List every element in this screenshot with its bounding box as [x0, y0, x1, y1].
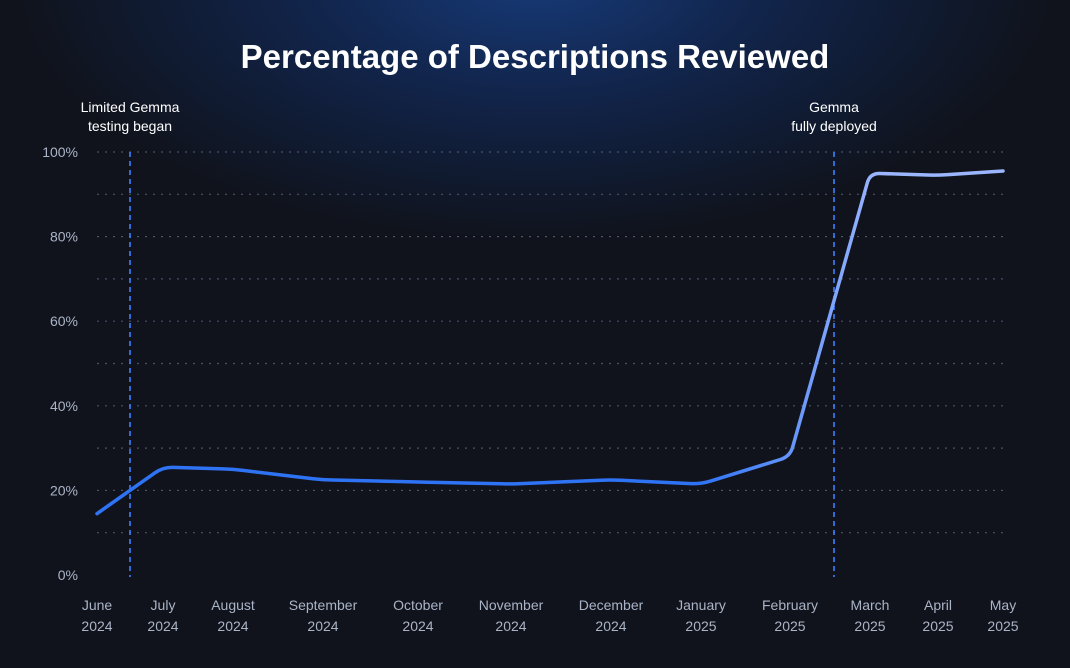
- x-tick-label: November 2024: [479, 597, 544, 634]
- series-layer: [94, 168, 1006, 517]
- data-point: [867, 170, 873, 176]
- data-point: [94, 511, 100, 517]
- data-point: [787, 454, 793, 460]
- y-axis-ticks: 0% 20% 40% 60% 80% 100%: [42, 144, 78, 583]
- x-tick-label: October 2024: [393, 597, 443, 634]
- y-tick-label: 60%: [50, 313, 78, 329]
- y-tick-label: 80%: [50, 229, 78, 245]
- y-tick-label: 100%: [42, 144, 78, 160]
- chart-title: Percentage of Descriptions Reviewed: [241, 38, 830, 75]
- x-tick-label: February 2025: [762, 597, 818, 634]
- data-point: [415, 479, 421, 485]
- x-tick-label: August 2024: [211, 597, 255, 634]
- data-point: [1000, 168, 1006, 174]
- gridlines: [97, 151, 1005, 534]
- y-tick-label: 40%: [50, 398, 78, 414]
- data-point: [698, 481, 704, 487]
- x-tick-label: September 2024: [289, 597, 358, 634]
- x-tick-label: April 2025: [922, 597, 953, 634]
- annotation-label: Limited Gemma testing began: [81, 99, 180, 134]
- x-tick-label: January 2025: [676, 597, 726, 634]
- y-tick-label: 20%: [50, 482, 78, 498]
- data-point: [320, 477, 326, 483]
- y-tick-label: 0%: [58, 567, 78, 583]
- data-point: [608, 477, 614, 483]
- x-tick-label: June 2024: [81, 597, 112, 634]
- data-point: [935, 172, 941, 178]
- x-axis-ticks: June 2024 July 2024 August 2024 September 2024 O…: [81, 597, 1018, 634]
- data-point: [508, 481, 514, 487]
- series-line: [95, 169, 1005, 516]
- annotation-label: Gemma fully deployed: [791, 99, 877, 134]
- annotations: Limited Gemma testing began Gemma fully dep…: [81, 99, 877, 577]
- x-tick-label: May 2025: [987, 597, 1018, 634]
- x-tick-label: March 2025: [851, 597, 890, 634]
- x-tick-label: July 2024: [147, 597, 178, 634]
- x-tick-label: December 2024: [579, 597, 644, 634]
- data-point: [160, 464, 166, 470]
- data-point: [230, 466, 236, 472]
